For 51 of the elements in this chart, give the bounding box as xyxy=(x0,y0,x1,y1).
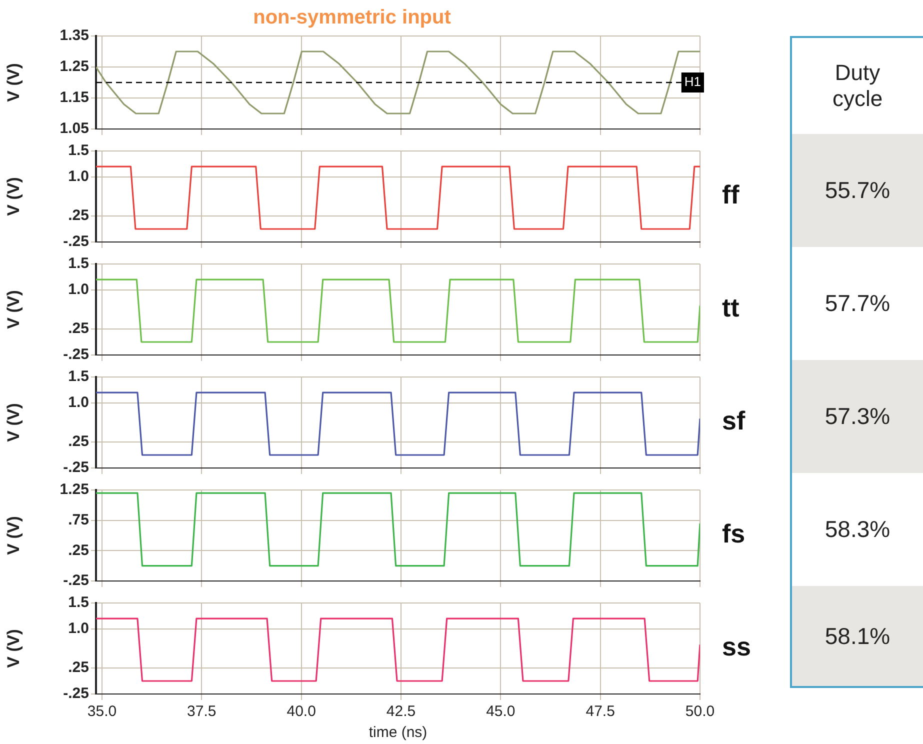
y-tick-label: 1.15 xyxy=(60,89,89,106)
y-tick-label: 1.0 xyxy=(68,168,89,186)
text: 57.7% xyxy=(792,247,923,360)
x-tick-label: 35.0 xyxy=(87,703,117,720)
y-tick-label: 1.5 xyxy=(68,255,89,272)
series-label: tt xyxy=(722,292,740,323)
y-tick-label: 1.5 xyxy=(68,368,89,386)
text: 57.3% xyxy=(792,360,923,473)
y-tick-label: -.25 xyxy=(63,459,89,476)
ref-line-label: H1 xyxy=(684,74,702,90)
y-tick-label: 1.5 xyxy=(68,594,89,612)
y-tick-label: -.25 xyxy=(63,572,89,590)
y-axis-title: V (V) xyxy=(4,177,23,216)
y-axis-title: V (V) xyxy=(4,63,23,102)
y-axis-title: V (V) xyxy=(4,290,23,329)
x-tick-label: 37.5 xyxy=(187,703,216,720)
y-tick-label: -.25 xyxy=(63,233,89,250)
y-tick-label: .75 xyxy=(68,511,89,528)
y-tick-label: 1.25 xyxy=(60,58,89,76)
y-tick-label: 1.5 xyxy=(68,142,89,160)
text: 58.1% xyxy=(792,586,923,686)
y-tick-label: .25 xyxy=(68,207,89,224)
series-label: sf xyxy=(722,406,746,436)
series-label: ss xyxy=(722,632,751,662)
y-tick-label: 1.25 xyxy=(60,481,89,498)
x-tick-label: 45.0 xyxy=(486,703,516,720)
y-axis-title: V (V) xyxy=(4,516,23,555)
x-tick-label: 47.5 xyxy=(586,703,615,720)
y-tick-label: -.25 xyxy=(63,346,89,364)
y-axis-title: V (V) xyxy=(4,403,23,442)
x-tick-label: 42.5 xyxy=(386,703,416,720)
text: 55.7% xyxy=(792,134,923,247)
text: 58.3% xyxy=(792,473,923,586)
chart-title: non-symmetric input xyxy=(253,6,452,29)
series-label: ff xyxy=(722,180,740,210)
y-axis-title: V (V) xyxy=(4,629,23,668)
y-tick-label: 1.35 xyxy=(60,27,89,44)
y-tick-label: .25 xyxy=(68,320,89,338)
y-tick-label: -.25 xyxy=(63,685,89,702)
x-tick-label: 40.0 xyxy=(286,703,316,720)
y-tick-label: 1.0 xyxy=(68,281,89,298)
y-tick-label: 1.0 xyxy=(68,394,89,412)
y-tick-label: .25 xyxy=(68,659,89,676)
y-tick-label: .25 xyxy=(68,542,89,559)
text: Duty cycle xyxy=(831,59,884,113)
x-tick-label: 50.0 xyxy=(685,703,715,720)
x-axis-title: time (ns) xyxy=(368,724,428,742)
y-tick-label: 1.0 xyxy=(68,620,89,638)
series-label: fs xyxy=(722,518,746,549)
y-tick-label: .25 xyxy=(68,433,89,450)
y-tick-label: 1.05 xyxy=(60,120,89,138)
